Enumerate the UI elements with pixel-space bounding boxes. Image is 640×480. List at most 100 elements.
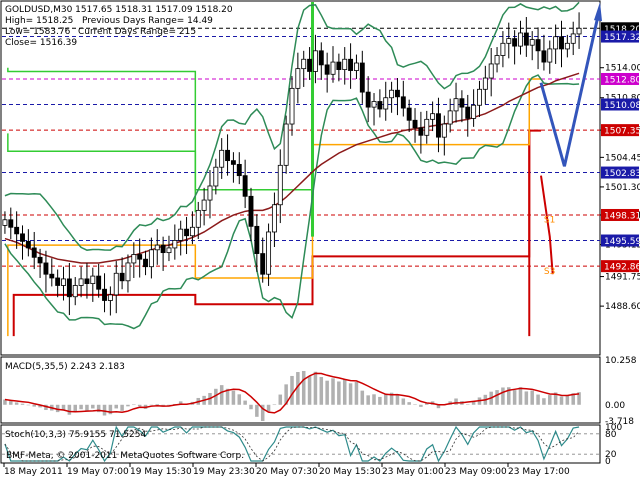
price-tag-bg-1 xyxy=(601,30,639,43)
candle-body-54 xyxy=(318,50,324,66)
candle-body-80 xyxy=(471,104,477,119)
arrow-path xyxy=(539,15,600,167)
macd-bar-56 xyxy=(331,378,335,405)
macd-bar-3 xyxy=(20,403,25,405)
bollinger-upper xyxy=(4,1,580,251)
macd-signal-line xyxy=(4,372,580,414)
macd-bar-58 xyxy=(342,379,347,405)
macd-bar-5 xyxy=(32,404,36,407)
candle-body-56 xyxy=(330,61,336,75)
macd-bar-80 xyxy=(471,401,476,405)
candle-body-84 xyxy=(494,55,500,65)
macd-bar-94 xyxy=(553,392,558,405)
price-tag-bg-4 xyxy=(601,124,639,137)
macd-bar-63 xyxy=(372,394,376,405)
candle-body-68 xyxy=(400,96,406,109)
forecast-arrow xyxy=(539,2,602,167)
candle-body-75 xyxy=(441,123,447,138)
macd-bar-20 xyxy=(120,404,124,411)
candle-body-59 xyxy=(348,58,354,71)
macd-bar-25 xyxy=(149,404,154,406)
red-forecast-line xyxy=(540,175,554,275)
macd-bar-72 xyxy=(424,402,429,405)
candle-body-43 xyxy=(254,225,260,254)
time-tick-label-7: 23 May 09:00 xyxy=(445,467,507,477)
candle-body-74 xyxy=(436,113,441,138)
price-tag-label-6: 1498.31 xyxy=(604,211,640,221)
green-step-level-b xyxy=(7,133,197,213)
candle-body-86 xyxy=(506,38,512,44)
candle-body-72 xyxy=(424,118,430,136)
candle-body-19 xyxy=(113,272,119,296)
macd-bar-70 xyxy=(413,404,417,406)
price-tag-label-1: 1517.32 xyxy=(604,33,640,43)
macd-bar-36 xyxy=(214,388,218,405)
annotation-0: S1 xyxy=(544,216,555,226)
price-tag-bg-2 xyxy=(601,72,639,85)
macd-bar-51 xyxy=(301,370,306,405)
macd-bar-44 xyxy=(260,404,265,421)
candle-body-23 xyxy=(137,254,143,260)
candle-body-51 xyxy=(301,58,307,70)
candle-body-48 xyxy=(283,123,289,166)
candle-body-38 xyxy=(225,149,231,162)
candle-body-0 xyxy=(2,219,8,226)
macd-bar-64 xyxy=(378,396,382,405)
price-tag-label-4: 1507.35 xyxy=(604,127,640,137)
macd-bar-23 xyxy=(137,404,142,407)
macd-bar-77 xyxy=(454,398,458,405)
macd-bar-13 xyxy=(79,404,83,410)
candle-body-33 xyxy=(195,209,201,228)
time-tick-label-3: 19 May 23:30 xyxy=(193,467,255,477)
candle-body-13 xyxy=(78,278,84,286)
candle-body-83 xyxy=(488,63,494,79)
candle-body-62 xyxy=(365,91,371,108)
macd-bar-67 xyxy=(395,394,400,405)
stoch-label: Stoch(10,3,3) 75.9155 71.5254 xyxy=(5,430,146,440)
stoch-tick-label-1: 80 xyxy=(605,430,617,440)
candle-body-32 xyxy=(189,226,195,237)
candle-body-17 xyxy=(102,288,107,301)
candle-body-14 xyxy=(84,278,90,285)
price-tag-label-2: 1512.80 xyxy=(604,75,640,85)
macd-bar-47 xyxy=(278,394,283,405)
candle-body-89 xyxy=(523,32,529,46)
macd-bar-59 xyxy=(348,383,353,405)
candle-body-39 xyxy=(230,160,236,165)
candle-body-64 xyxy=(377,101,383,110)
candle-body-41 xyxy=(242,175,248,197)
candle-body-93 xyxy=(547,48,553,63)
candle-body-45 xyxy=(266,231,272,275)
candle-body-31 xyxy=(184,228,189,237)
high-line: High= 1518.25 xyxy=(5,16,73,26)
macd-bar-96 xyxy=(565,395,570,405)
macd-bar-95 xyxy=(559,396,564,405)
time-axis: 18 May 2011 19 May 07:00 19 May 15:30 19 Ma… xyxy=(3,463,570,477)
macd-bar-89 xyxy=(524,391,529,405)
time-tick-label-1: 19 May 07:00 xyxy=(67,467,129,477)
candle-body-78 xyxy=(459,98,465,108)
copyright-text: BMF-Meta, © 2001-2011 MetaQuotes Softwar… xyxy=(6,451,244,461)
candle-body-11 xyxy=(66,278,72,298)
macd-bar-7 xyxy=(44,404,48,411)
macd-bar-84 xyxy=(495,390,499,405)
candle-body-4 xyxy=(25,240,31,249)
candle-body-21 xyxy=(125,262,131,282)
macd-bar-22 xyxy=(132,404,136,406)
candle-body-25 xyxy=(148,249,154,268)
macd-bar-37 xyxy=(219,385,224,405)
candle-body-61 xyxy=(359,62,365,93)
macd-bar-43 xyxy=(255,404,259,417)
time-tick-label-0: 18 May 2011 xyxy=(4,467,63,477)
macd-bar-11 xyxy=(67,404,72,415)
candle-body-37 xyxy=(219,149,225,168)
bollinger-lower xyxy=(4,74,580,330)
price-tag-label-3: 1510.08 xyxy=(604,101,640,111)
candle-body-10 xyxy=(61,278,66,286)
arrow-head xyxy=(594,2,602,22)
macd-bar-61 xyxy=(360,390,365,405)
macd-bar-90 xyxy=(530,390,534,405)
candle-body-67 xyxy=(395,89,400,98)
